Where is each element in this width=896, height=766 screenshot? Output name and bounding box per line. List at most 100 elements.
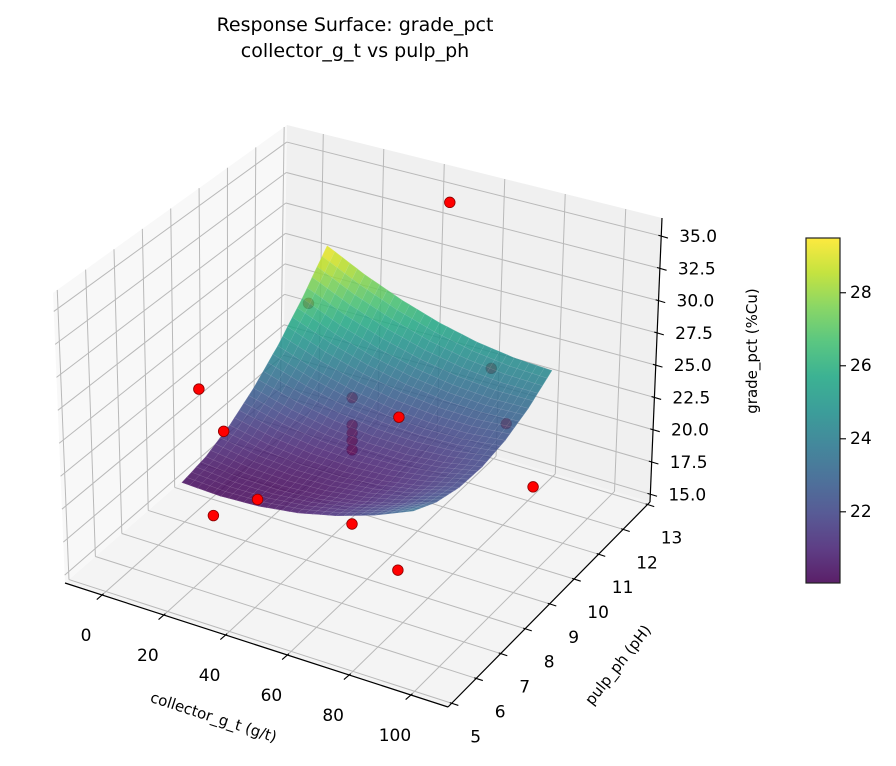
surface-mesh-line [316,464,330,473]
surface-mesh-line [319,511,334,516]
surface-mesh-line [370,444,384,454]
colorbar: 22 24 26 28 [805,237,872,584]
back-gridline-z [285,232,658,334]
colorbar-frame [805,237,841,584]
surface-mesh-line [355,360,369,375]
x-tick-label: 40 [199,666,221,686]
surface-mesh-line [449,363,463,377]
surface-mesh-line [276,464,290,473]
y-tick-label: 12 [636,553,658,573]
surface-mesh-line [383,490,397,496]
surface [181,245,553,517]
surface-mesh-line [476,411,490,422]
y-tick-label: 10 [587,603,609,623]
surface-mesh-line [260,433,274,445]
surface-mesh-line [227,434,241,446]
surface-mesh-line [410,397,424,410]
surface-mesh-line [303,364,317,379]
surface-mesh-line [339,471,353,479]
z-tick [654,331,665,336]
surface-mesh-line [389,294,403,311]
surface-mesh-line [464,370,478,383]
surface-mesh-line [249,482,264,490]
surface-mesh-line [429,492,444,497]
surface-mesh-line [444,339,458,353]
surface-mesh-line [304,426,318,438]
surface-mesh-line [386,494,400,500]
y-tick [547,602,557,607]
surface-mesh-line [254,477,268,486]
surface-mesh-line [222,478,236,488]
surface-mesh-line [329,251,343,269]
surface-mesh-line [380,384,394,398]
surface-mesh-line [319,272,333,289]
surface-mesh-line [348,390,362,403]
surface-mesh-line [338,405,353,417]
surface-mesh-line [191,466,205,476]
surface-mesh-line [339,273,353,290]
floor-gridline-x [287,455,497,656]
surface-mesh-line [277,336,291,352]
surface-mesh-line [346,499,361,505]
surface-mesh-line [358,496,373,502]
surface-mesh-line [392,346,406,361]
surface-mesh-line [274,504,288,511]
surface-mesh-line [414,358,428,372]
surface-mesh-line [407,505,420,509]
surface-mesh-line [357,299,371,315]
surface-mesh-line [269,419,283,431]
surface-mesh-line [318,499,333,505]
surface-mesh-line [451,457,465,465]
surface-mesh-line [274,477,288,487]
surface-mesh-line [403,394,417,407]
surface-mesh-line [287,355,301,369]
surface-mesh-line [458,397,472,408]
surface-mesh-line [367,507,382,511]
surface-mesh-line [371,510,385,514]
surface-mesh-line [392,427,406,437]
surface-mesh-line [309,506,324,511]
surface-mesh-line [520,398,534,409]
surface-mesh-line [209,480,223,489]
surface-mesh-line [290,446,304,457]
surface-mesh-line [415,457,430,465]
surface-mesh-line [350,369,364,383]
surface-mesh-line [375,489,390,495]
surface-mesh-line [344,304,358,320]
surface-mesh-line [466,459,480,467]
surface-mesh-line [369,294,383,310]
surface-mesh-line [350,512,365,516]
surface-mesh-line [308,461,322,470]
surface-mesh-line [439,347,453,362]
surface-mesh-line [372,484,387,490]
surface-mesh-line [489,430,503,440]
surface-mesh-line [376,502,391,506]
surface-mesh-line [189,479,203,489]
surface-mesh-line [337,482,351,489]
surface-mesh-line [348,460,362,469]
surface-mesh-line [354,324,368,340]
surface-mesh-line [246,406,260,419]
floor-gridline-x [410,491,615,696]
surface-mesh-line [360,351,374,366]
x-tick [158,613,166,621]
surface-mesh-line [460,407,474,418]
colorbar-gradient [806,238,840,583]
surface-mesh-line [332,309,346,326]
surface-mesh-line [280,491,294,498]
surface-mesh-line [496,362,510,375]
surface-mesh-line [373,380,387,394]
surface-mesh-line [310,369,324,383]
surface-mesh-line [379,431,393,442]
y-tick [523,627,532,632]
surface-mesh-line [382,440,396,451]
surface-mesh-line [346,473,361,481]
surface-mesh-line [237,484,251,492]
surface-mesh-line [321,503,336,509]
surface-mesh-line [385,449,399,458]
surface-mesh-line [353,454,367,463]
surface-mesh-line [413,492,428,497]
surface-mesh-line [481,356,495,369]
surface-mesh-line [437,472,451,478]
surface-mesh-line [345,484,359,491]
